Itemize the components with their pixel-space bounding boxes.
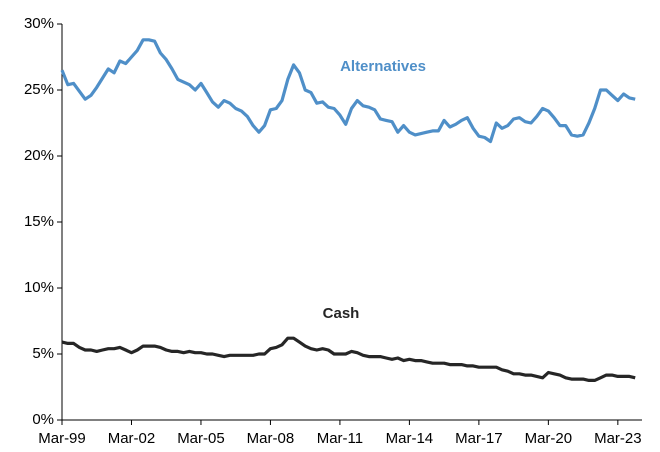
series-line — [60, 38, 636, 144]
x-tick-label: Mar-08 — [247, 430, 295, 447]
y-tick-label: 10% — [24, 279, 54, 296]
y-tick-label: 5% — [32, 345, 54, 362]
series-line — [61, 336, 636, 382]
y-tick-label: 20% — [24, 147, 54, 164]
x-tick-label: Mar-11 — [317, 430, 363, 447]
y-tick-label: 25% — [24, 81, 54, 98]
x-tick-label: Mar-14 — [386, 430, 434, 447]
x-tick-label: Mar-20 — [525, 430, 573, 447]
x-tick-label: Mar-23 — [594, 430, 642, 447]
x-tick-label: Mar-02 — [108, 430, 156, 447]
y-tick-label: 30% — [24, 15, 54, 32]
y-tick-label: 0% — [32, 411, 54, 428]
y-tick-label: 15% — [24, 213, 54, 230]
series-label: Cash — [323, 305, 360, 322]
x-tick-label: Mar-05 — [177, 430, 225, 447]
x-tick-label: Mar-17 — [455, 430, 503, 447]
series-label: Alternatives — [340, 58, 426, 75]
x-tick-label: Mar-99 — [38, 430, 86, 447]
